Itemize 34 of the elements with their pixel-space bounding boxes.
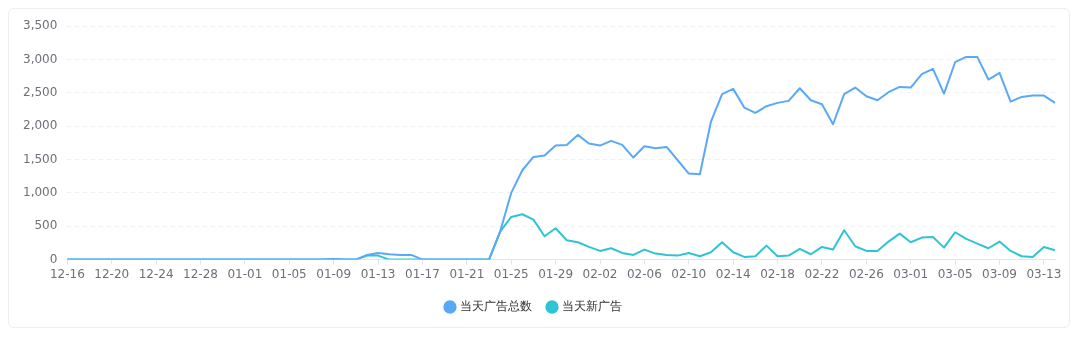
y-tick-label: 500 [34, 218, 58, 233]
x-tick-label: 03-13 [1026, 266, 1062, 281]
x-tick-label: 01-21 [449, 266, 485, 281]
y-tick-label: 3,000 [22, 51, 58, 66]
legend-label: 当天广告总数 [460, 299, 532, 314]
x-tick-label: 02-18 [760, 266, 796, 281]
x-tick-label: 02-26 [848, 266, 884, 281]
x-tick-label: 12-16 [49, 266, 85, 281]
x-tick-label: 02-14 [715, 266, 751, 281]
y-tick-label: 1,500 [22, 151, 58, 166]
x-tick-label: 03-01 [893, 266, 929, 281]
y-tick-label: 2,000 [22, 118, 58, 133]
x-tick-label: 03-05 [937, 266, 973, 281]
y-tick-label: 0 [49, 251, 58, 266]
x-tick-label: 12-24 [138, 266, 174, 281]
x-tick-label: 01-17 [405, 266, 440, 281]
x-tick-label: 01-13 [360, 266, 396, 281]
x-tick-label: 01-09 [316, 266, 352, 281]
legend-label: 当天新广告 [562, 299, 622, 314]
y-tick-label: 2,500 [22, 85, 58, 100]
x-tick-label: 12-28 [183, 266, 218, 281]
x-tick-label: 02-06 [626, 266, 662, 281]
y-tick-label: 1,000 [22, 185, 58, 200]
x-tick-label: 12-20 [94, 266, 130, 281]
y-tick-label: 3,500 [22, 18, 58, 33]
x-tick-label: 02-10 [671, 266, 707, 281]
x-tick-label: 02-02 [582, 266, 618, 281]
x-tick-label: 03-09 [982, 266, 1017, 281]
x-tick-label: 01-29 [538, 266, 574, 281]
x-tick-label: 02-22 [804, 266, 840, 281]
x-tick-label: 01-05 [271, 266, 307, 281]
x-tick-label: 01-25 [493, 266, 529, 281]
panel-frame: 当天广告总数 当天新广告 12-16 12-20 12-24 12-28 01-01 01-05 01-09 01-13 01-17 01-21 01-25 01-29 02-02 02-06 02-10 02-14 02-18 02-22 02-26 03-01 03-05 03-09 03-13 0 500 1,000 1,500 2,000 2,500 3,000 3,500 [8, 8, 1070, 328]
x-tick-label: 01-01 [227, 266, 263, 281]
